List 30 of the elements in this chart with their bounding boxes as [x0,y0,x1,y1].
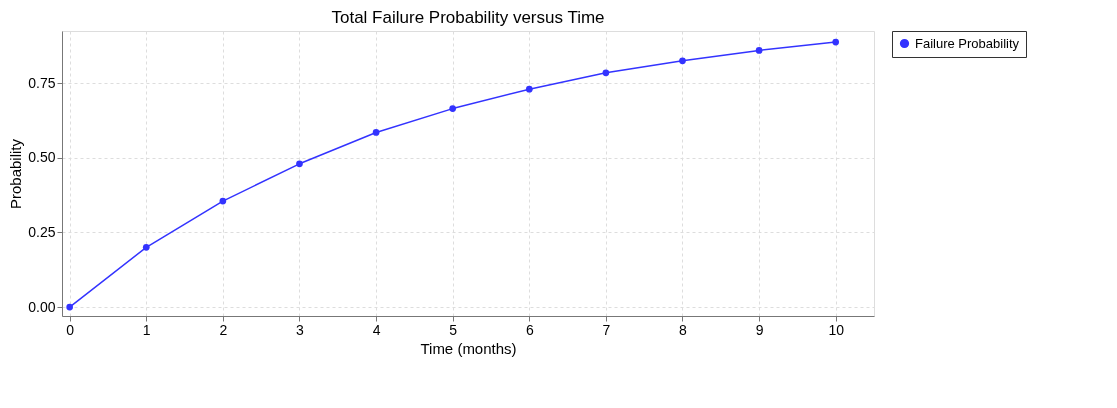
point [755,47,763,54]
point [449,105,457,112]
x-axis-title: Time (months) [420,339,517,357]
x-tick-label: 10 [828,321,845,338]
x-tick-label: 5 [449,321,458,338]
point [66,303,74,311]
x-tick-label: 7 [602,321,611,338]
y-tick-label: 0.50 [28,149,56,166]
chart-title: Total Failure Probability versus Time [331,7,605,27]
point [372,129,380,136]
point [679,57,686,65]
y-tick-label: 0.00 [28,298,56,315]
x-tick-label: 2 [219,321,228,338]
x-tick-label: 9 [755,321,764,338]
point [525,85,533,93]
y-tick-label: 0.25 [28,223,56,240]
point [832,38,840,46]
point [602,69,610,77]
x-tick-label: 3 [296,321,305,338]
y-axis-title: Probability [7,138,25,210]
x-tick-label: 8 [679,321,688,338]
x-tick-label: 0 [66,321,75,338]
point [296,160,303,168]
point [142,244,150,251]
x-tick-label: 1 [142,321,151,338]
x-tick-label: 6 [525,321,534,338]
x-tick-label: 4 [372,321,381,338]
legend-label: Failure Probability [915,35,1020,51]
y-tick-label: 0.75 [28,74,56,91]
point [219,197,227,205]
